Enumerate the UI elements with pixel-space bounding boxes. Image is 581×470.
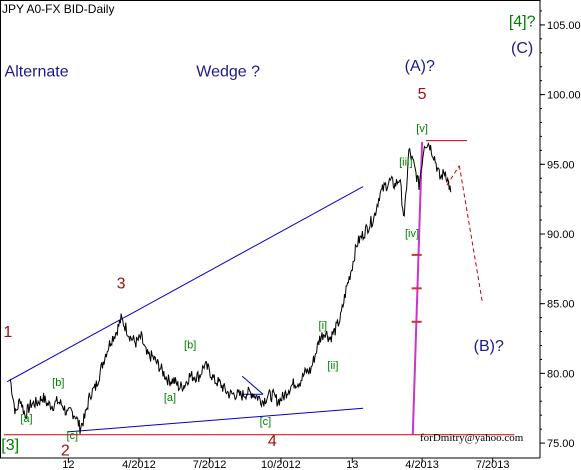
wave-label: 3 (117, 275, 126, 292)
x-tick-label: 7/2013 (476, 459, 510, 470)
x-tick-label: 13 (346, 459, 358, 470)
y-tick-label: 95.00 (547, 159, 575, 171)
x-tick-label: 4/2012 (122, 459, 156, 470)
wave-label: (C) (511, 40, 533, 57)
y-tick-label: 100.00 (547, 90, 581, 102)
wave-label: Wedge ? (196, 63, 260, 80)
wave-labels: 1 2 3 4 5 [a] [b] [c] [a] [b] [c] [i] [ii] [iii] [iv] [… (1, 13, 535, 459)
wave-label: 1 (3, 324, 12, 341)
wave-label: [c] (260, 416, 272, 428)
wave-label: Alternate (5, 63, 69, 80)
wave-label: [i] (319, 320, 328, 332)
chart-title: JPY A0-FX BID-Daily (2, 2, 114, 16)
y-tick-label: 105.00 (547, 20, 581, 32)
wave-label: [ii] (327, 360, 338, 372)
trendline (67, 407, 364, 433)
wave-label: [b] (184, 339, 196, 351)
wave-label: [b] (52, 377, 64, 389)
price-series (9, 142, 452, 434)
x-tick-label: 7/2012 (193, 459, 227, 470)
y-tick-label: 80.00 (547, 368, 575, 380)
wave-label: [a] (20, 413, 32, 425)
wave-label: 5 (418, 86, 427, 103)
trendlines (4, 140, 515, 436)
wave-label: [c] (66, 430, 78, 442)
y-tick-label: 85.00 (547, 299, 575, 311)
trendline (241, 375, 264, 395)
fib-marks (411, 253, 422, 323)
wave-label: [a] (164, 392, 176, 404)
wave-label: 4 (268, 433, 277, 450)
wave-label: [iv] (405, 228, 419, 240)
wave-label: (A)? (405, 58, 435, 75)
wave-label: [iii] (399, 157, 412, 169)
wave-label: [3] (1, 437, 19, 454)
wave-label: [4]? (509, 13, 536, 30)
trendline (6, 186, 364, 383)
credit-text: forDmitry@yahoo.com (420, 432, 524, 444)
price-line (9, 142, 452, 434)
y-tick-label: 75.00 (547, 438, 575, 450)
wave-label: [v] (416, 123, 428, 135)
wave-label: 2 (61, 443, 70, 460)
x-tick-label: 10/2012 (261, 459, 301, 470)
wave-label: (B)? (474, 338, 504, 355)
x-tick-label: 4/2013 (405, 459, 439, 470)
trendline (458, 165, 484, 304)
x-tick-label: 12 (62, 459, 74, 470)
y-tick-label: 90.00 (547, 229, 575, 241)
